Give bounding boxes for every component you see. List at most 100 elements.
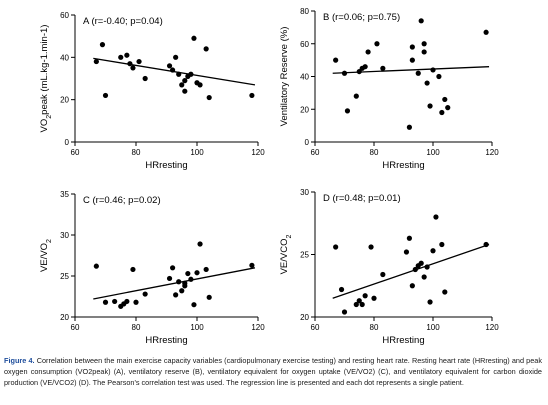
panel-d-data-point	[418, 260, 424, 266]
panel-c-data-point	[170, 265, 176, 271]
panel-c-data-point	[112, 298, 118, 305]
panel-d-y-tick-label: 25	[300, 251, 309, 260]
panel-b-data-point	[333, 57, 339, 63]
panel-b-y-tick-label: 0	[305, 138, 310, 147]
panel-c-y-axis-label: VE/VO2	[39, 239, 53, 272]
panel-a-data-point	[197, 82, 203, 88]
panel-a-data-point	[191, 35, 197, 41]
panel-c-regression-line	[93, 267, 256, 300]
panel-a-data-point	[170, 67, 176, 73]
panel-c-x-tick-label: 80	[132, 323, 141, 332]
panel-d-data-point	[368, 244, 374, 250]
panel-a-x-axis-label: HRresting	[145, 160, 187, 171]
panel-a-data-point	[124, 52, 130, 58]
panel-a-data-point	[182, 78, 188, 84]
panel-d-data-point	[403, 249, 410, 255]
panel-b-x-tick-label: 120	[485, 148, 499, 157]
panel-c-data-point	[197, 241, 203, 247]
figure-caption-label: Figure 4.	[4, 356, 35, 365]
panel-a-x-tick-label: 120	[251, 148, 265, 157]
figure-caption: Figure 4. Correlation between the main e…	[4, 356, 542, 388]
panel-c-data-point	[133, 299, 139, 305]
panel-c-y-tick-label: 35	[60, 190, 69, 199]
panel-d-data-point	[341, 309, 348, 315]
panel-d-x-tick-label: 100	[426, 323, 440, 332]
panel-d-x-tick-label: 60	[311, 323, 320, 332]
panel-c-data-point	[249, 262, 255, 268]
panel-b-data-point	[427, 103, 433, 109]
panel-a-x-tick-label: 80	[132, 148, 141, 157]
panel-b-data-point	[374, 41, 380, 47]
panel-d-data-point	[421, 274, 427, 280]
panel-c-data-point	[188, 276, 194, 282]
panel-d-data-point	[430, 248, 436, 254]
panel-d-data-point	[362, 293, 368, 299]
panel-a-x-tick-label: 100	[190, 148, 204, 157]
panel-b-data-point	[415, 70, 421, 76]
panel-d-data-point	[433, 214, 439, 220]
panel-d-x-tick-label: 80	[370, 323, 379, 332]
panel-b-y-tick-label: 40	[300, 73, 309, 82]
panel-c-data-point	[191, 302, 197, 308]
panel-a-data-point	[249, 92, 255, 99]
figure-4-chart-grid: 0 20 40 60 60 80 100 120 A (r=-0.40; p=0.04) HRre…	[39, 7, 499, 346]
panel-b-data-point	[406, 124, 412, 130]
panel-d-data-point	[380, 271, 386, 278]
panel-d-data-point	[409, 283, 415, 289]
panel-c-data-point	[173, 292, 179, 298]
panel-b-data-point	[445, 105, 451, 111]
panel-a-data-point	[118, 54, 124, 60]
panel-a-data-point	[173, 54, 179, 60]
panel-a-y-tick-label: 40	[60, 53, 69, 62]
panel-a-data-point	[127, 61, 133, 67]
panel-d-data-point	[356, 298, 362, 304]
panel-c-data-point	[185, 270, 191, 277]
panel-d-data-point	[439, 241, 445, 248]
panel-b-y-axis-label: Ventilatory Reserve (%)	[279, 27, 290, 127]
panel-a-y-tick-label: 60	[60, 11, 69, 20]
figure-caption-text: Correlation between the main exercise ca…	[4, 356, 542, 387]
panel-b-data-point	[409, 57, 415, 63]
panel-b-y-tick-label: 80	[300, 7, 309, 16]
panel-d-data-point	[353, 301, 359, 308]
panel-d-data-point	[338, 286, 345, 293]
panel-b-y-tick-label: 60	[300, 40, 309, 49]
panel-b-data-point	[362, 64, 368, 70]
panel-a-label: A (r=-0.40; p=0.04)	[83, 16, 163, 27]
panel-d-data-point	[406, 235, 412, 241]
panel-c-y-tick-label: 20	[60, 313, 69, 322]
panel-c-data-point	[142, 291, 148, 297]
panel-c-data-point	[176, 279, 182, 285]
panel-c-data-point	[130, 266, 136, 273]
panel-a-data-point	[93, 58, 99, 65]
panel-d-data-point	[424, 264, 430, 270]
panel-c-y-tick-label: 25	[60, 272, 69, 281]
panel-b-data-point	[430, 67, 436, 73]
panel-b-data-point	[442, 96, 448, 103]
panel-c-data-point	[93, 263, 99, 269]
panel-d-y-tick-label: 20	[300, 313, 309, 322]
panel-a-data-point	[182, 88, 188, 94]
panel-d-regression-line	[332, 243, 490, 299]
panel-b-label: B (r=0.06; p=0.75)	[323, 12, 400, 23]
panel-b-data-point	[421, 41, 427, 47]
panel-d-label: D (r=0.48; p=0.01)	[323, 193, 401, 204]
panel-c-y-tick-label: 30	[60, 231, 69, 240]
panel-b-data-point	[436, 73, 442, 80]
panel-b-data-point	[424, 80, 430, 86]
panel-d-y-tick-label: 30	[300, 188, 309, 197]
panel-a-data-point	[203, 46, 209, 52]
panel-c-data-point	[179, 288, 185, 294]
panel-c-x-tick-label: 60	[71, 323, 80, 332]
panel-c-data-point	[166, 275, 173, 282]
panel-a-data-point	[188, 71, 194, 77]
panel-b-x-axis-label: HRresting	[382, 160, 424, 171]
panel-d-data-point	[442, 289, 448, 295]
panel-d-data-point	[427, 299, 433, 305]
panel-a-data-point	[166, 63, 173, 69]
panel-d-data-point	[371, 295, 377, 301]
panel-a-data-point	[130, 65, 136, 71]
panel-c-x-axis-label: HRresting	[145, 335, 187, 346]
panel-d-data-point	[359, 301, 365, 308]
panel-c-label: C (r=0.46; p=0.02)	[83, 195, 161, 206]
